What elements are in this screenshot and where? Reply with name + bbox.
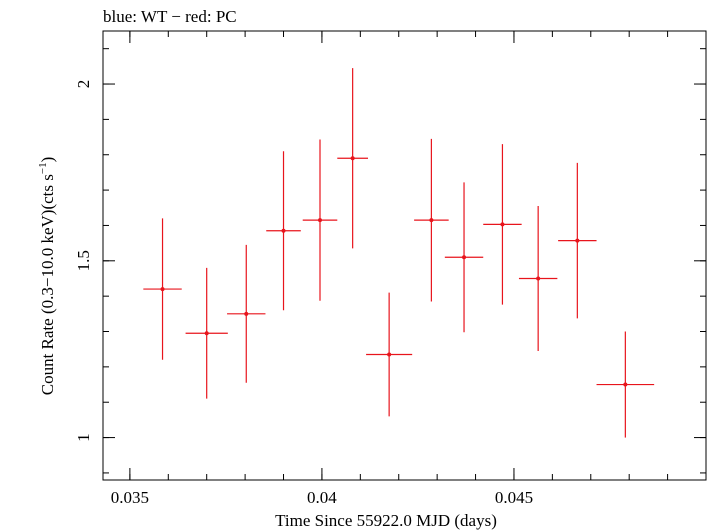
x-axis-label: Time Since 55922.0 MJD (days)	[275, 511, 497, 530]
data-marker	[204, 331, 209, 336]
data-marker	[500, 222, 505, 227]
data-point	[227, 244, 266, 383]
data-point	[518, 206, 558, 351]
x-tick-label: 0.045	[495, 488, 533, 507]
axis-tick-labels: 0.035 0.04 0.045 1 1.5 2	[74, 80, 533, 507]
data-marker	[575, 238, 580, 243]
data-marker	[623, 382, 628, 387]
data-marker	[429, 218, 434, 223]
data-point	[444, 182, 484, 333]
data-marker	[462, 255, 467, 260]
y-tick-label: 1	[74, 433, 93, 442]
data-marker	[350, 156, 355, 161]
data-point	[337, 68, 369, 249]
data-point	[483, 144, 522, 305]
data-marker	[536, 276, 541, 281]
data-marker	[387, 352, 392, 357]
data-point	[558, 162, 597, 319]
data-point	[414, 138, 449, 302]
data-marker	[281, 228, 286, 233]
plot-frame	[102, 30, 707, 481]
y-tick-label: 1.5	[74, 250, 93, 271]
x-tick-label: 0.04	[307, 488, 337, 507]
y-axis-label-main: Count Rate (0.3−10.0 keV)(cts s	[38, 174, 57, 395]
data-point	[302, 139, 338, 301]
y-axis-label-superscript: −1	[37, 162, 49, 174]
data-point	[266, 151, 301, 311]
data-marker	[244, 311, 249, 316]
chart-title: blue: WT − red: PC	[103, 7, 237, 26]
data-point	[366, 292, 413, 417]
x-tick-label: 0.035	[111, 488, 149, 507]
y-axis-label-close: )	[38, 157, 57, 163]
data-point	[143, 218, 182, 360]
y-tick-label: 2	[74, 80, 93, 89]
data-point	[185, 267, 228, 399]
y-axis-label: Count Rate (0.3−10.0 keV)(cts s−1)	[37, 157, 57, 396]
data-series	[143, 68, 655, 438]
data-point	[596, 331, 655, 438]
data-marker	[160, 287, 165, 292]
data-marker	[318, 218, 323, 223]
axis-ticks	[103, 31, 707, 480]
